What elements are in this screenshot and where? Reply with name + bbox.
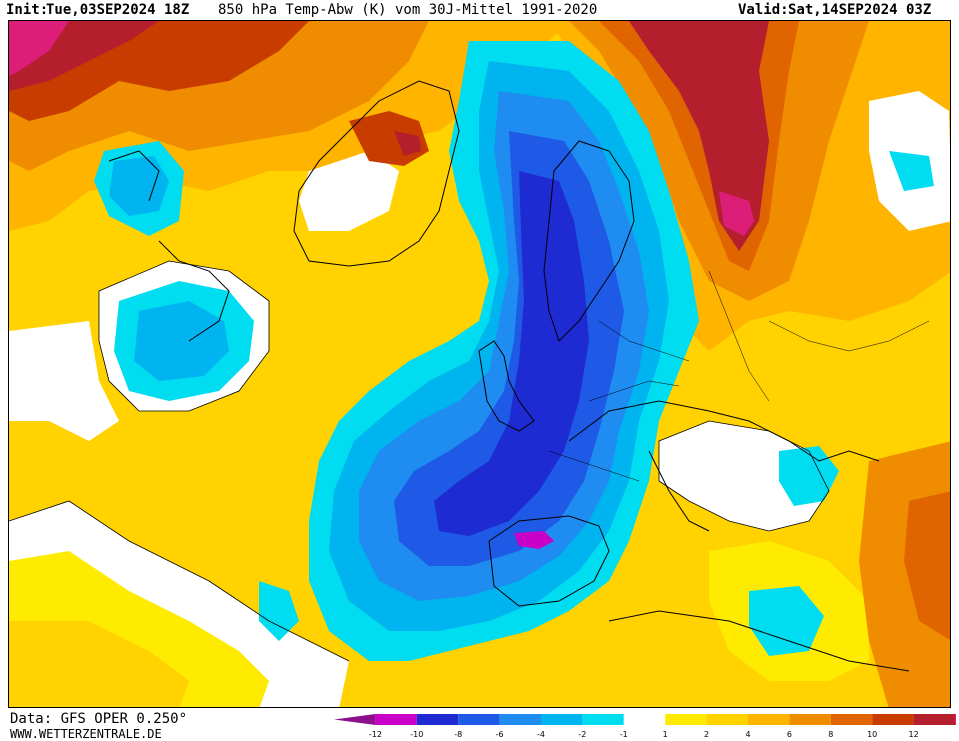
cold-pocket-libya bbox=[749, 586, 824, 656]
legend-tick-label: 1 bbox=[663, 730, 668, 739]
cold-pocket-labrador-core bbox=[134, 301, 229, 381]
coastlines bbox=[108, 80, 910, 672]
legend-swatch bbox=[665, 714, 707, 725]
warm-anomaly-greenland-core bbox=[394, 131, 421, 156]
valid-time: Sat,14SEP2024 03Z bbox=[788, 2, 932, 18]
color-legend: -12 -10 -8 -6 -4 -2 -1 1 2 4 6 8 10 12 bbox=[334, 712, 959, 740]
legend-swatch bbox=[748, 714, 790, 725]
legend-bar: -12 -10 -8 -6 -4 -2 -1 1 2 4 6 8 10 12 bbox=[334, 714, 959, 739]
cold-anomaly-iberia-max bbox=[514, 531, 554, 549]
legend-swatch bbox=[872, 714, 914, 725]
neutral-zone-west bbox=[9, 321, 119, 441]
warm-anomaly-max-nw bbox=[9, 21, 69, 76]
legend-swatch bbox=[582, 714, 624, 725]
legend-swatch bbox=[830, 714, 873, 725]
legend-swatch bbox=[458, 714, 500, 725]
cold-anomaly-europe-core bbox=[434, 171, 589, 536]
warm-anomaly-southwest bbox=[9, 621, 189, 707]
legend-tick-label: 6 bbox=[787, 730, 792, 739]
cool-pocket-east bbox=[889, 151, 934, 191]
legend-tick-label: -12 bbox=[369, 730, 382, 739]
legend-tick-label: 8 bbox=[828, 730, 833, 739]
country-borders bbox=[548, 270, 930, 482]
legend-tick-label: -10 bbox=[410, 730, 423, 739]
legend-swatch bbox=[706, 714, 748, 725]
legend-swatch bbox=[416, 714, 459, 725]
title-bar: Init: Tue,03SEP2024 18Z 850 hPa Temp-Abw… bbox=[0, 0, 959, 20]
legend-tick-label: -8 bbox=[454, 730, 462, 739]
legend-tick-label: -2 bbox=[578, 730, 586, 739]
legend-tick-label: 4 bbox=[745, 730, 750, 739]
legend-arrow-high bbox=[955, 714, 959, 725]
legend-tick-label: -4 bbox=[537, 730, 545, 739]
neutral-zone-mediterranean bbox=[659, 421, 829, 531]
legend-swatch bbox=[541, 714, 583, 725]
product-title: 850 hPa Temp-Abw (K) vom 30J-Mittel 1991… bbox=[218, 2, 598, 18]
legend-arrow-low bbox=[334, 714, 376, 725]
init-time: Tue,03SEP2024 18Z bbox=[46, 2, 190, 18]
anomaly-map bbox=[8, 20, 951, 708]
warm-anomaly-russia-max bbox=[719, 191, 754, 236]
legend-tick-label: -1 bbox=[620, 730, 628, 739]
warm-anomaly-middle-east-core bbox=[904, 491, 950, 640]
cold-pocket-atlantic-south bbox=[259, 581, 299, 641]
legend-swatch bbox=[375, 714, 417, 725]
neutral-zone-greenland bbox=[299, 151, 399, 231]
warm-anomaly-russia-core bbox=[629, 21, 769, 251]
cold-pocket-baffin-core bbox=[109, 156, 169, 216]
legend-swatch bbox=[623, 714, 666, 725]
init-label: Init: bbox=[6, 2, 49, 18]
legend-tick-label: 12 bbox=[909, 730, 919, 739]
legend-swatch bbox=[789, 714, 831, 725]
legend-tick-label: -6 bbox=[496, 730, 504, 739]
data-source-label: Data: GFS OPER 0.250° bbox=[10, 711, 188, 727]
cold-pocket-aegean bbox=[779, 446, 839, 506]
legend-tick-label: 10 bbox=[867, 730, 877, 739]
map-canvas bbox=[9, 21, 950, 707]
website-label: WWW.WETTERZENTRALE.DE bbox=[10, 727, 162, 741]
legend-swatch bbox=[913, 714, 955, 725]
zero-contours bbox=[9, 260, 830, 662]
legend-tick-label: 2 bbox=[704, 730, 709, 739]
valid-label: Valid: bbox=[738, 2, 789, 18]
legend-swatch bbox=[499, 714, 541, 725]
